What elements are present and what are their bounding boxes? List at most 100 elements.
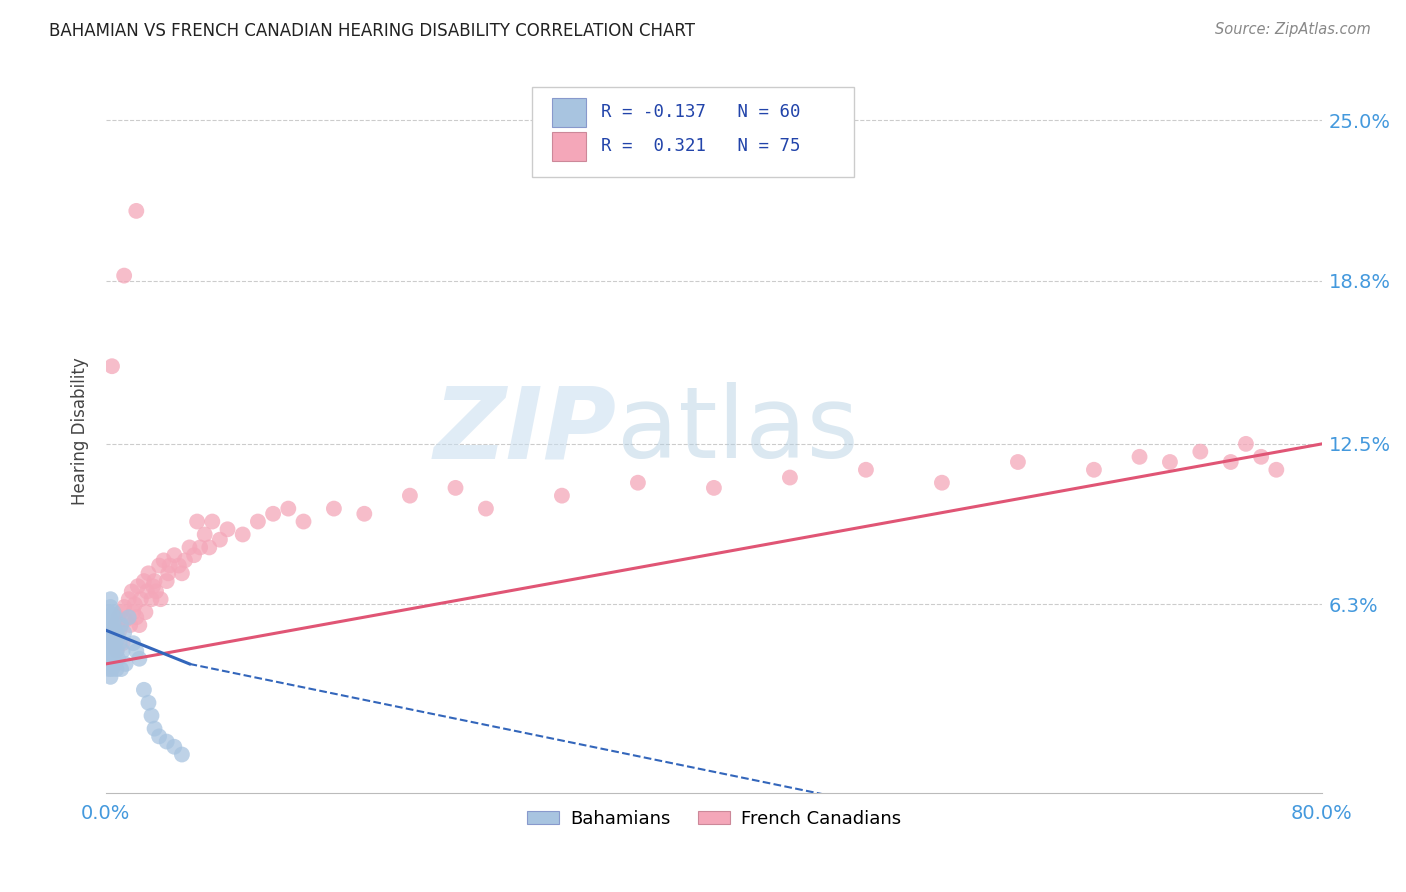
Point [105, 644, 128, 658]
Point [100, 670, 122, 684]
Point [112, 599, 135, 614]
Text: BAHAMIAN VS FRENCH CANADIAN HEARING DISABILITY CORRELATION CHART: BAHAMIAN VS FRENCH CANADIAN HEARING DISA… [49, 22, 695, 40]
Point [186, 515, 208, 529]
Point [103, 631, 125, 645]
Point [132, 682, 155, 697]
Point [101, 607, 124, 622]
Point [353, 507, 375, 521]
Point [97, 618, 120, 632]
FancyBboxPatch shape [531, 87, 853, 178]
Point [399, 489, 422, 503]
Point [96, 618, 118, 632]
Point [105, 625, 128, 640]
Point [97, 662, 120, 676]
Point [128, 651, 150, 665]
Point [104, 657, 127, 671]
Point [143, 722, 166, 736]
Point [159, 558, 181, 573]
Point [170, 566, 193, 581]
Point [124, 598, 146, 612]
Point [107, 631, 129, 645]
Point [97, 651, 120, 665]
Point [136, 584, 159, 599]
Point [163, 739, 186, 754]
Point [174, 553, 197, 567]
Point [855, 463, 877, 477]
Point [551, 489, 574, 503]
Point [1128, 450, 1150, 464]
Point [157, 566, 180, 581]
Point [1007, 455, 1029, 469]
Point [167, 558, 190, 573]
Point [142, 579, 165, 593]
Point [96, 636, 118, 650]
Point [100, 613, 122, 627]
Point [145, 584, 167, 599]
Point [105, 662, 128, 676]
Point [122, 605, 145, 619]
Point [125, 644, 148, 658]
Point [104, 624, 127, 638]
Point [148, 730, 170, 744]
Point [104, 618, 127, 632]
Point [170, 747, 193, 762]
Point [100, 636, 122, 650]
Point [1159, 455, 1181, 469]
Point [121, 584, 143, 599]
Point [627, 475, 650, 490]
Point [322, 501, 344, 516]
Point [292, 515, 315, 529]
Point [96, 644, 118, 658]
Point [108, 636, 131, 650]
Point [217, 522, 239, 536]
Point [100, 592, 122, 607]
Point [128, 618, 150, 632]
FancyBboxPatch shape [553, 97, 586, 127]
Point [111, 636, 134, 650]
Point [1219, 455, 1241, 469]
Point [138, 566, 160, 581]
Point [129, 592, 152, 607]
Point [134, 605, 156, 619]
Point [141, 592, 163, 607]
Point [111, 644, 134, 658]
Point [703, 481, 725, 495]
Point [101, 625, 124, 640]
Point [1234, 437, 1257, 451]
Point [201, 515, 224, 529]
Point [101, 641, 124, 656]
Point [97, 639, 120, 653]
Legend: Bahamians, French Canadians: Bahamians, French Canadians [520, 803, 908, 835]
Point [1189, 444, 1212, 458]
Point [114, 613, 136, 627]
Point [1265, 463, 1288, 477]
Point [1083, 463, 1105, 477]
FancyBboxPatch shape [553, 132, 586, 161]
Point [149, 592, 172, 607]
Point [127, 579, 149, 593]
Text: Source: ZipAtlas.com: Source: ZipAtlas.com [1215, 22, 1371, 37]
Point [262, 507, 284, 521]
Point [101, 662, 124, 676]
Point [96, 610, 118, 624]
Point [143, 574, 166, 588]
Point [101, 654, 124, 668]
Text: ZIP: ZIP [433, 383, 617, 479]
Y-axis label: Hearing Disability: Hearing Disability [72, 357, 89, 505]
Point [101, 359, 124, 374]
Point [100, 649, 122, 664]
Point [118, 610, 141, 624]
Point [110, 618, 132, 632]
Point [107, 651, 129, 665]
Point [108, 624, 131, 638]
Point [198, 541, 221, 555]
Point [100, 628, 122, 642]
Point [208, 533, 231, 547]
Point [101, 636, 124, 650]
Point [97, 631, 120, 645]
Point [132, 574, 155, 588]
Point [156, 734, 179, 748]
Point [110, 605, 132, 619]
Point [114, 657, 136, 671]
Point [194, 527, 217, 541]
